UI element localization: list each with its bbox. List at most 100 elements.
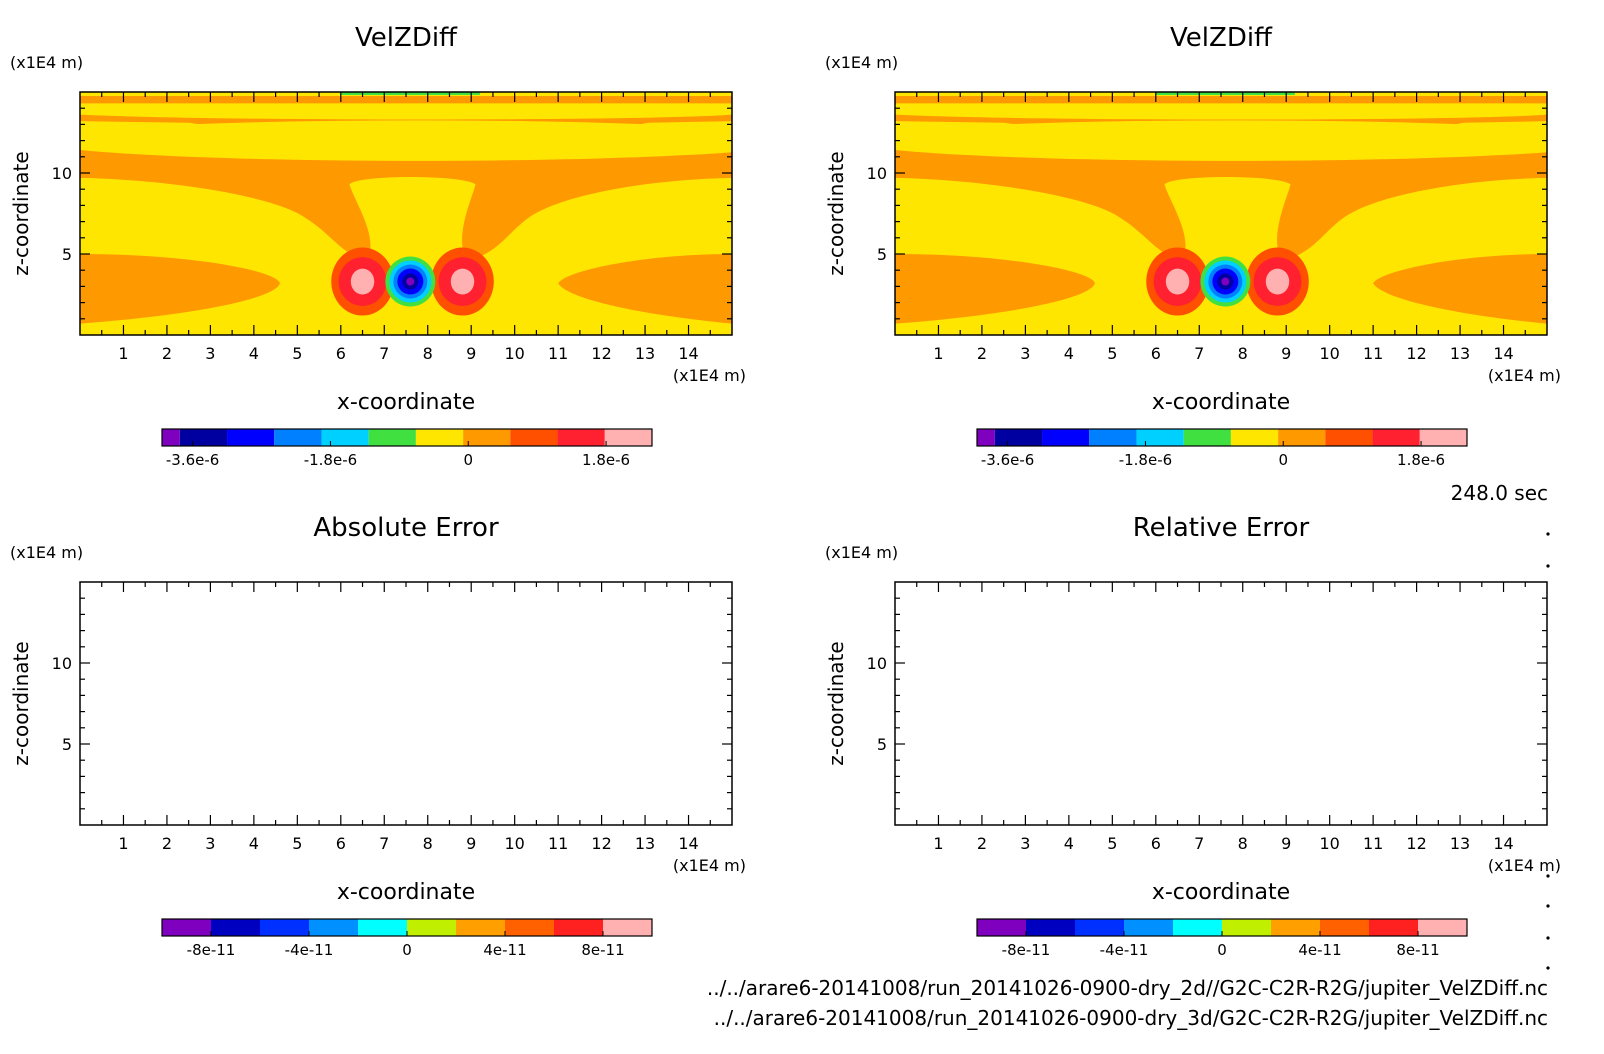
field-left-wedge bbox=[895, 254, 1095, 324]
y-tick-label: 10 bbox=[867, 164, 887, 183]
panel-title: VelZDiff bbox=[355, 23, 458, 53]
y-unit-label: (x1E4 m) bbox=[825, 53, 898, 72]
panel-title: Relative Error bbox=[1133, 513, 1310, 543]
colorbar-segment bbox=[463, 429, 511, 446]
x-tick-label: 11 bbox=[1363, 834, 1383, 853]
y-unit-label: (x1E4 m) bbox=[10, 543, 83, 562]
panel-3: Absolute Error(x1E4 m)1 2 3 4 5 6 7 8 9 10 11 12 13 1… bbox=[9, 513, 746, 959]
field-fill bbox=[80, 92, 732, 335]
colorbar-segment bbox=[162, 429, 180, 446]
x-tick-label: 4 bbox=[249, 834, 259, 853]
x-tick-label: 1 bbox=[118, 344, 128, 363]
x-tick-label: 9 bbox=[1281, 344, 1291, 363]
colorbar-segment bbox=[1089, 429, 1137, 446]
x-tick-label: 2 bbox=[162, 834, 172, 853]
x-unit-label: (x1E4 m) bbox=[673, 856, 746, 875]
colorbar-segment bbox=[1278, 429, 1326, 446]
colorbar-segment bbox=[211, 919, 260, 936]
x-axis-label: x-coordinate bbox=[337, 880, 475, 905]
colorbar-segment bbox=[1026, 919, 1075, 936]
colorbar-segment bbox=[1369, 919, 1418, 936]
x-tick-label: 14 bbox=[1493, 344, 1513, 363]
colorbar-tick-label: -3.6e-6 bbox=[981, 451, 1034, 469]
y-axis-label: z-coordinate bbox=[824, 641, 848, 765]
colorbar-segment bbox=[162, 919, 211, 936]
y-tick-label: 10 bbox=[52, 654, 72, 673]
colorbar-segment bbox=[179, 429, 228, 446]
colorbar-tick-label: -4e-11 bbox=[285, 941, 334, 959]
x-tick-label: 1 bbox=[933, 834, 943, 853]
colorbar-segment bbox=[321, 429, 369, 446]
x-tick-label: 7 bbox=[379, 344, 389, 363]
colorbar-tick-label: 0 bbox=[463, 451, 473, 469]
field-top-band bbox=[895, 103, 1547, 120]
x-unit-label: (x1E4 m) bbox=[1488, 366, 1561, 385]
x-tick-label: 11 bbox=[548, 834, 568, 853]
center-ring-5 bbox=[406, 277, 415, 286]
field-left-wedge bbox=[80, 254, 280, 324]
panel-title: VelZDiff bbox=[1170, 23, 1273, 53]
stray-dot bbox=[1546, 874, 1550, 878]
x-tick-label: 3 bbox=[1020, 834, 1030, 853]
x-tick-label: 8 bbox=[1238, 834, 1248, 853]
colorbar-segment bbox=[1325, 429, 1373, 446]
field-top-band bbox=[80, 103, 732, 120]
field-top-green bbox=[340, 92, 480, 95]
stray-dot bbox=[1546, 532, 1550, 536]
colorbar-segment bbox=[456, 919, 505, 936]
x-tick-label: 14 bbox=[1493, 834, 1513, 853]
colorbar: -8e-11 -4e-11 0 4e-11 8e-11 bbox=[976, 918, 1468, 959]
colorbar-segment bbox=[274, 429, 322, 446]
blob-left-peak bbox=[1165, 268, 1190, 295]
x-tick-label: 5 bbox=[1107, 344, 1117, 363]
colorbar-segment bbox=[1222, 919, 1271, 936]
x-tick-label: 12 bbox=[1406, 834, 1426, 853]
field-right-wedge bbox=[558, 254, 732, 324]
colorbar-tick-label: -3.6e-6 bbox=[166, 451, 219, 469]
x-unit-label: (x1E4 m) bbox=[1488, 856, 1561, 875]
y-unit-label: (x1E4 m) bbox=[10, 53, 83, 72]
colorbar-tick-label: -8e-11 bbox=[1002, 941, 1051, 959]
x-tick-label: 10 bbox=[1319, 834, 1339, 853]
x-tick-label: 8 bbox=[423, 834, 433, 853]
colorbar-segment bbox=[1271, 919, 1320, 936]
x-tick-label: 7 bbox=[1194, 834, 1204, 853]
colorbar-tick-label: 0 bbox=[402, 941, 412, 959]
x-tick-label: 13 bbox=[1450, 344, 1470, 363]
x-tick-label: 9 bbox=[1281, 834, 1291, 853]
colorbar-tick-label: -4e-11 bbox=[1100, 941, 1149, 959]
x-tick-label: 4 bbox=[249, 344, 259, 363]
x-tick-label: 10 bbox=[504, 344, 524, 363]
colorbar-segment bbox=[1320, 919, 1369, 936]
colorbar-tick-label: 4e-11 bbox=[1298, 941, 1341, 959]
colorbar-segment bbox=[977, 429, 995, 446]
x-tick-label: 13 bbox=[635, 834, 655, 853]
x-tick-label: 9 bbox=[466, 344, 476, 363]
blob-left-peak bbox=[350, 268, 375, 295]
blob-right-peak bbox=[450, 268, 475, 295]
x-tick-label: 3 bbox=[1020, 344, 1030, 363]
panel-title: Absolute Error bbox=[313, 513, 499, 543]
colorbar-segment bbox=[260, 919, 309, 936]
x-tick-label: 6 bbox=[1151, 834, 1161, 853]
colorbar-segment bbox=[415, 429, 464, 446]
panel-1: VelZDiff(x1E4 m)1 2 3 4 5 6 7 8 9 10 11 12 13 14510(x… bbox=[9, 23, 746, 469]
colorbar-segment bbox=[227, 429, 275, 446]
x-unit-label: (x1E4 m) bbox=[673, 366, 746, 385]
colorbar: -3.6e-6 -1.8e-6 0 1.8e-6 bbox=[161, 428, 653, 469]
x-tick-label: 3 bbox=[205, 344, 215, 363]
y-axis-label: z-coordinate bbox=[824, 151, 848, 275]
colorbar: -3.6e-6 -1.8e-6 0 1.8e-6 bbox=[976, 428, 1468, 469]
x-tick-label: 11 bbox=[1363, 344, 1383, 363]
colorbar: -8e-11 -4e-11 0 4e-11 8e-11 bbox=[161, 918, 653, 959]
stray-dots bbox=[1546, 532, 1550, 970]
x-tick-label: 7 bbox=[1194, 344, 1204, 363]
colorbar-frame bbox=[161, 428, 653, 447]
colorbar-tick-label: 1.8e-6 bbox=[582, 451, 630, 469]
colorbar-tick-label: -8e-11 bbox=[187, 941, 236, 959]
panel-2: VelZDiff(x1E4 m)1 2 3 4 5 6 7 8 9 10 11 12 13 14510(x… bbox=[824, 23, 1561, 469]
y-tick-label: 5 bbox=[877, 735, 887, 754]
y-axis-label: z-coordinate bbox=[9, 641, 33, 765]
colorbar-segment bbox=[604, 429, 652, 446]
x-tick-label: 8 bbox=[1238, 344, 1248, 363]
